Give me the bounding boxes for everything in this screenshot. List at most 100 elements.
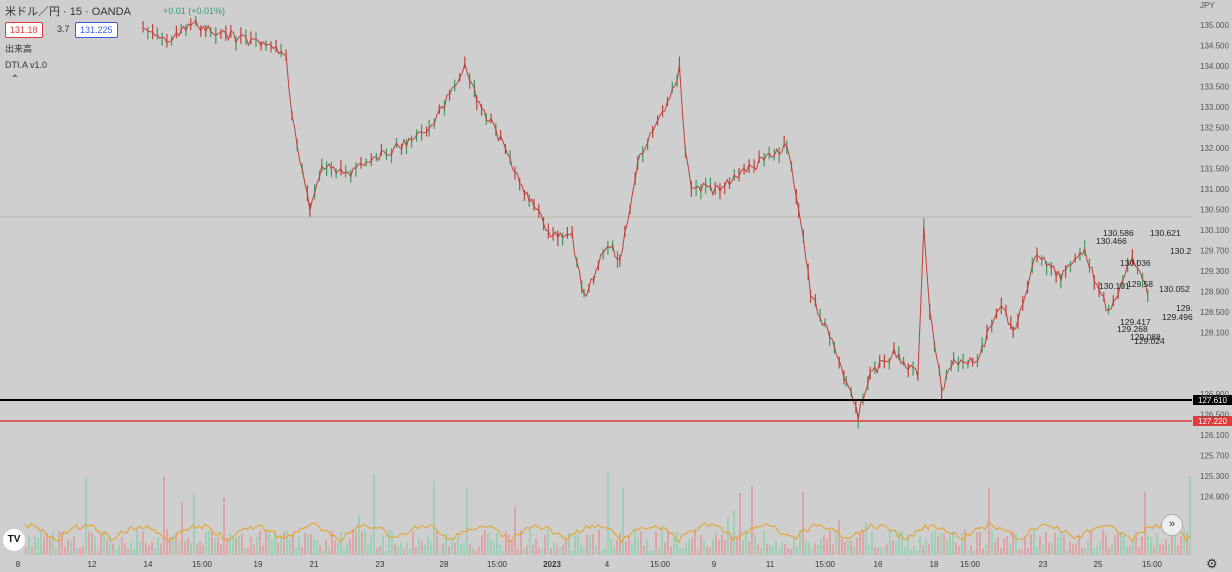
volume-bar (346, 542, 348, 555)
volume-bar (40, 530, 42, 555)
volume-bar (1099, 541, 1101, 555)
volume-bar (415, 547, 417, 555)
volume-bar (199, 541, 201, 555)
ohlc-change: +0.01 (+0.01%) (163, 6, 226, 16)
volume-bar (190, 543, 192, 555)
volume-bar (739, 492, 741, 555)
volume-bar (430, 541, 432, 555)
volume-bar (355, 531, 357, 555)
dti-indicator-label[interactable]: DTI.A v1.0 (5, 60, 48, 70)
sell-price-button[interactable]: 131.18 (5, 22, 43, 38)
y-tick-label: 128.500 (1200, 308, 1229, 317)
volume-bar (793, 537, 795, 555)
volume-bar (166, 529, 168, 555)
volume-bar (1186, 532, 1188, 555)
y-tick-label: 131.500 (1200, 165, 1229, 174)
collapse-indicators-icon[interactable]: ⌃ (10, 74, 20, 85)
volume-bar (1066, 549, 1068, 555)
volume-bar (772, 546, 774, 555)
volume-bar (28, 534, 30, 555)
volume-bar (1051, 542, 1053, 555)
volume-bar (949, 535, 951, 555)
scroll-to-realtime-icon[interactable]: » (1161, 514, 1183, 536)
volume-bar (1024, 536, 1026, 555)
volume-bar (601, 549, 603, 555)
volume-bar (169, 537, 171, 555)
y-tick-label: 124.900 (1200, 493, 1229, 502)
buy-price-button[interactable]: 131.225 (75, 22, 118, 38)
volume-bar (934, 530, 936, 555)
volume-bar (457, 536, 459, 555)
volume-indicator-label[interactable]: 出来高 (5, 44, 33, 54)
price-annotation: 129.58 (1127, 279, 1153, 289)
horizontal-line-tag (1193, 416, 1232, 426)
volume-bar (751, 485, 753, 555)
volume-bar (868, 544, 870, 555)
volume-bar (667, 530, 669, 555)
volume-bar (1000, 547, 1002, 555)
volume-bar (424, 544, 426, 555)
volume-bar (622, 487, 624, 555)
tradingview-logo-icon[interactable]: TV (3, 529, 25, 551)
volume-bar (1054, 532, 1056, 555)
volume-bar (532, 544, 534, 555)
volume-bar (676, 531, 678, 555)
volume-bar (406, 542, 408, 555)
volume-bar (679, 547, 681, 555)
volume-bar (1003, 538, 1005, 555)
volume-bar (757, 544, 759, 555)
volume-bar (436, 529, 438, 555)
volume-bar (193, 493, 195, 555)
price-annotation: 129.088 (1130, 332, 1161, 342)
volume-bar (1123, 534, 1125, 555)
currency-label: JPY (1200, 1, 1215, 10)
settings-gear-icon[interactable]: ⚙ (1206, 556, 1218, 571)
volume-bar (124, 542, 126, 555)
volume-bar (916, 549, 918, 555)
volume-bar (460, 544, 462, 555)
volume-bar (808, 542, 810, 555)
x-tick-label: 28 (440, 560, 449, 569)
volume-bar (910, 549, 912, 555)
volume-bar (643, 545, 645, 555)
volume-bar (133, 549, 135, 555)
volume-bar (517, 549, 519, 555)
volume-bar (919, 536, 921, 555)
volume-bar (202, 545, 204, 555)
volume-bar (1183, 529, 1185, 555)
volume-bar (1072, 544, 1074, 555)
volume-bar (889, 530, 891, 555)
y-tick-label: 132.000 (1200, 144, 1229, 153)
volume-bar (943, 533, 945, 555)
volume-bar (895, 541, 897, 555)
volume-bar (325, 540, 327, 555)
volume-bar (913, 546, 915, 555)
volume-bar (121, 537, 123, 555)
volume-bar (775, 540, 777, 555)
symbol-title[interactable]: 米ドル／円 · 15 · OANDA (5, 3, 131, 19)
volume-bar (370, 534, 372, 555)
volume-bar (541, 549, 543, 555)
price-series (142, 16, 1149, 429)
volume-bar (229, 533, 231, 555)
x-tick-label: 15:00 (192, 560, 213, 569)
volume-bar (88, 530, 90, 555)
volume-bar (958, 545, 960, 555)
volume-bar (598, 529, 600, 555)
volume-bar (589, 535, 591, 555)
price-annotation: 129.496 (1162, 312, 1193, 322)
volume-bar (1150, 537, 1152, 555)
volume-bar (277, 542, 279, 555)
volume-bar (475, 550, 477, 555)
volume-bar (106, 540, 108, 555)
y-tick-label: 128.100 (1200, 329, 1229, 338)
volume-bar (760, 547, 762, 555)
volume-bar (85, 477, 87, 555)
volume-bar (877, 547, 879, 555)
y-tick-label: 125.300 (1200, 472, 1229, 481)
volume-bar (553, 541, 555, 555)
y-axis: JPY 135.000 134.500 134.000 133.500 133.000 13… (1200, 1, 1229, 502)
volume-bar (520, 530, 522, 555)
volume-bar (646, 539, 648, 555)
